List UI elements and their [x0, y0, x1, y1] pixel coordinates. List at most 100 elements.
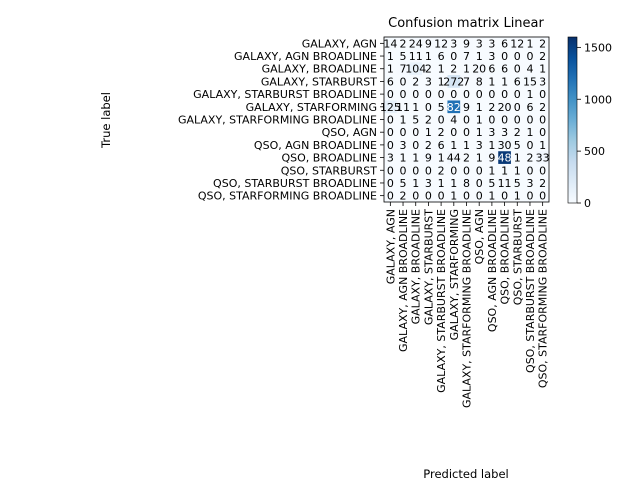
heatmap-cell-label: 1 — [412, 152, 419, 165]
heatmap-cell-label: 3 — [488, 50, 495, 63]
heatmap-cell — [510, 151, 524, 165]
heatmap-cell — [523, 189, 537, 203]
heatmap-cell-label: 0 — [425, 164, 432, 177]
heatmap-cell-label: 0 — [514, 101, 521, 114]
heatmap-cell-label: 11 — [498, 177, 512, 190]
heatmap-cell-label: 1 — [514, 152, 521, 165]
heatmap-cell-label: 1 — [450, 177, 457, 190]
heatmap-cell-label: 30 — [498, 139, 512, 152]
heatmap-cell — [422, 189, 436, 203]
x-tick-label: GALAXY, AGN BROADLINE — [397, 209, 410, 352]
heatmap-cell-label: 3 — [476, 37, 483, 50]
heatmap-cell — [409, 87, 423, 101]
heatmap-cell — [485, 37, 499, 50]
heatmap-cell-label: 1 — [488, 164, 495, 177]
heatmap-cell — [498, 49, 512, 63]
heatmap-cell-label: 9 — [488, 152, 495, 165]
heatmap-cell-label: 6 — [514, 75, 521, 88]
heatmap-cell-label: 1 — [501, 164, 508, 177]
heatmap-cell-label: 1 — [387, 50, 394, 63]
heatmap-cell-label: 1 — [514, 190, 521, 203]
heatmap-cell-label: 0 — [539, 114, 546, 127]
heatmap-cell — [447, 37, 461, 50]
heatmap-cell-label: 1 — [526, 37, 533, 50]
heatmap-cell — [536, 37, 550, 50]
heatmap-cell — [510, 163, 524, 177]
heatmap-cell — [472, 49, 486, 63]
heatmap-cell-label: 33 — [536, 152, 550, 165]
heatmap-cell-label: 0 — [539, 190, 546, 203]
heatmap-cell — [409, 176, 423, 190]
heatmap-cell — [485, 100, 499, 114]
y-tick-label: QSO, BROADLINE — [282, 152, 378, 165]
heatmap-cell-label: 1 — [514, 164, 521, 177]
heatmap-cell — [422, 113, 436, 127]
heatmap-cell-label: 11 — [409, 50, 423, 63]
heatmap-cell-label: 20 — [472, 63, 486, 76]
heatmap-cell — [396, 176, 410, 190]
heatmap-cell-label: 1 — [463, 63, 470, 76]
heatmap-cell-label: 9 — [463, 101, 470, 114]
heatmap-cell-label: 3 — [400, 139, 407, 152]
x-tick-label: QSO, STARBURST BROADLINE — [524, 209, 537, 373]
heatmap-cell — [498, 125, 512, 139]
heatmap-cell — [396, 75, 410, 89]
heatmap-cell-label: 2 — [539, 37, 546, 50]
heatmap-cell — [472, 138, 486, 152]
heatmap-cell-label: 1 — [438, 63, 445, 76]
heatmap-cell — [447, 189, 461, 203]
heatmap-cell-label: 0 — [501, 114, 508, 127]
heatmap-cell-label: 0 — [488, 114, 495, 127]
heatmap-cell — [422, 37, 436, 50]
heatmap-cell-label: 0 — [539, 88, 546, 101]
heatmap-cell — [384, 37, 397, 50]
heatmap-cell — [434, 100, 448, 114]
heatmap-cell-label: 0 — [526, 114, 533, 127]
heatmap-cell — [434, 62, 448, 76]
heatmap-cell-label: 3 — [425, 177, 432, 190]
heatmap-cell-label: 1 — [488, 190, 495, 203]
heatmap-cell — [409, 75, 423, 89]
heatmap-cell-label: 1 — [425, 50, 432, 63]
heatmap-cell-label: 0 — [450, 50, 457, 63]
heatmap-cell-label: 0 — [476, 164, 483, 177]
heatmap-cell — [536, 62, 550, 76]
heatmap-cell-label: 20 — [498, 101, 512, 114]
x-tick-label: QSO, AGN — [473, 209, 486, 264]
heatmap-cell-label: 0 — [514, 88, 521, 101]
heatmap-cell-label: 1 — [412, 177, 419, 190]
heatmap-cell-label: 0 — [501, 50, 508, 63]
heatmap-cell-label: 0 — [476, 190, 483, 203]
y-tick-label: QSO, AGN BROADLINE — [254, 139, 377, 152]
heatmap-cell-label: 3 — [476, 139, 483, 152]
y-tick-label: GALAXY, STARFORMING — [246, 101, 377, 114]
heatmap-cell-label: 5 — [514, 139, 521, 152]
heatmap-cell-label: 0 — [450, 88, 457, 101]
heatmap-cell-label: 3 — [501, 126, 508, 139]
heatmap-cell — [396, 62, 410, 76]
heatmap-cell — [536, 163, 550, 177]
heatmap-cell — [536, 87, 550, 101]
heatmap-cell — [460, 176, 474, 190]
heatmap-cell — [460, 87, 474, 101]
x-tick-label: GALAXY, BROADLINE — [410, 209, 423, 324]
heatmap-cell — [384, 75, 397, 89]
heatmap-cell-label: 0 — [438, 190, 445, 203]
heatmap-cell-label: 0 — [526, 190, 533, 203]
heatmap-cell-label: 3 — [387, 152, 394, 165]
heatmap-cell — [498, 163, 512, 177]
heatmap-cell-label: 1 — [476, 126, 483, 139]
colorbar-ticks: 0 500 1000 1500 — [577, 41, 612, 210]
heatmap-cell-label: 12 — [434, 37, 448, 50]
heatmap-cell-label: 7 — [463, 50, 470, 63]
heatmap-cell-label: 1 — [539, 63, 546, 76]
heatmap-cell — [460, 189, 474, 203]
heatmap-cell — [447, 138, 461, 152]
heatmap-cell-label: 4 — [450, 114, 457, 127]
heatmap-cell — [409, 49, 423, 63]
x-tick-label: QSO, STARFORMING BROADLINE — [537, 209, 550, 388]
colorbar-tick-label: 1000 — [584, 93, 612, 106]
heatmap-cell — [498, 37, 512, 50]
